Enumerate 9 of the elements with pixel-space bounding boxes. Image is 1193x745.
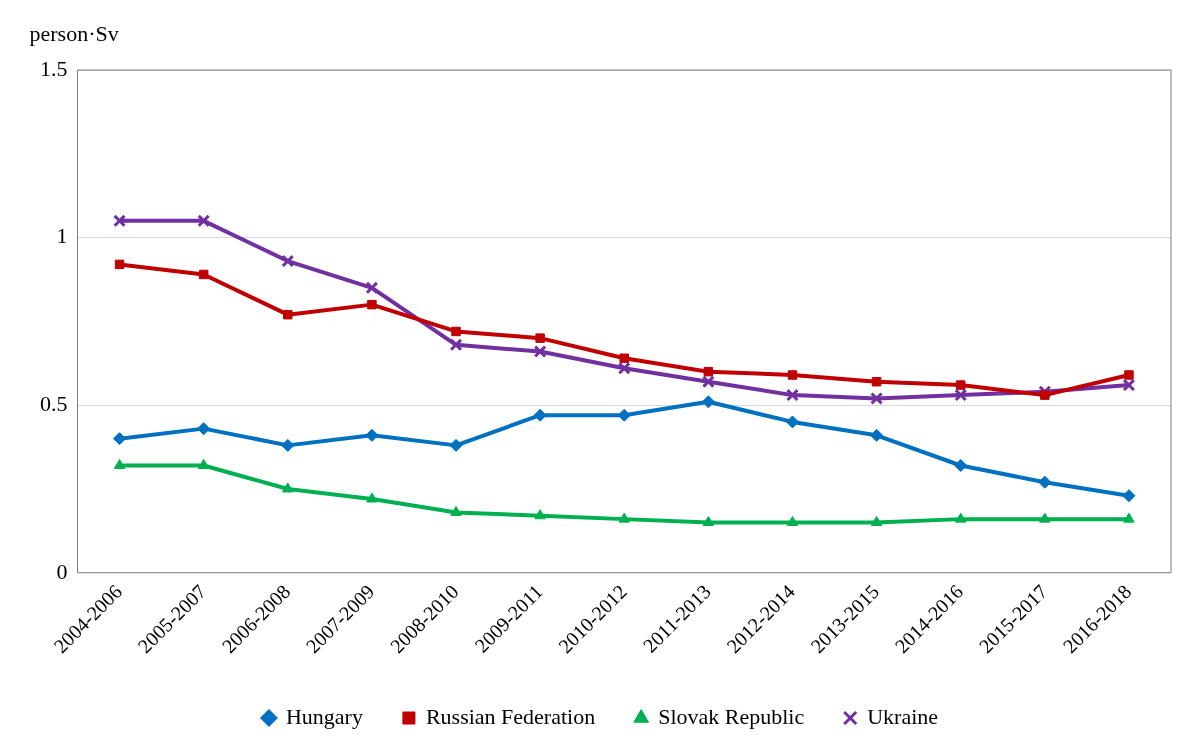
legend-label: Slovak Republic [658,703,805,729]
legend-label: Ukraine [867,703,939,729]
legend-label: Hungary [285,703,363,729]
y-tick-label: 0 [56,558,68,584]
y-tick-label: 0.5 [40,390,68,416]
y-axis-title: person·Sv [29,20,119,46]
y-tick-label: 1 [56,223,68,249]
y-tick-label: 1.5 [40,55,68,81]
legend-label: Russian Federation [425,703,596,729]
